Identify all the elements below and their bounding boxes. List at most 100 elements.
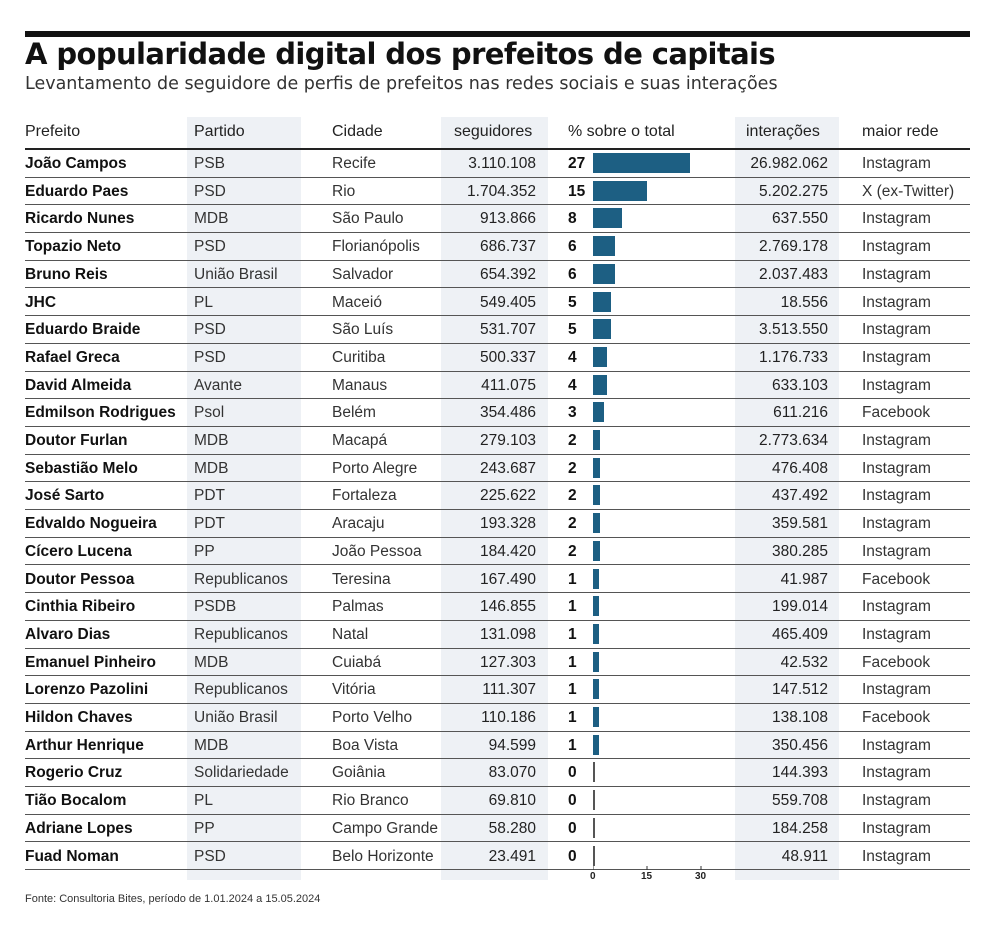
- row-divider: [25, 702, 970, 704]
- row-interacoes: 380.285: [771, 542, 828, 560]
- row-cidade: Boa Vista: [332, 736, 399, 754]
- row-partido: PSD: [194, 321, 226, 339]
- row-prefeito: Sebastião Melo: [25, 459, 138, 477]
- row-interacoes: 48.911: [781, 847, 828, 865]
- row-seguidores: 531.707: [479, 321, 536, 339]
- row-cidade: João Pessoa: [332, 542, 422, 560]
- row-percent-label: 8: [568, 210, 577, 228]
- table-row: Bruno Reis União Brasil Salvador 654.392 6 2.…: [0, 261, 1000, 289]
- table-row: Ricardo Nunes MDB São Paulo 913.866 8 637.550…: [0, 205, 1000, 234]
- axis-tick-label: 15: [641, 871, 653, 882]
- row-cidade: Fortaleza: [332, 487, 397, 505]
- chart-subtitle: Levantamento de seguidore de perfis de p…: [25, 74, 778, 94]
- row-prefeito: Eduardo Paes: [25, 182, 129, 200]
- row-maior-rede: Instagram: [862, 542, 931, 560]
- row-divider: [25, 232, 970, 234]
- table-row: JHC PL Maceió 549.405 5 18.556 Instagram: [0, 289, 1000, 317]
- table-row: José Sarto PDT Fortaleza 225.622 2 437.492 Ins…: [0, 482, 1000, 511]
- row-cidade: Cuiabá: [332, 653, 382, 671]
- row-interacoes: 476.408: [771, 459, 828, 477]
- row-interacoes: 147.512: [771, 681, 828, 699]
- row-partido: PSD: [194, 847, 226, 865]
- row-cidade: Salvador: [332, 265, 394, 283]
- row-percent-label: 4: [568, 348, 577, 366]
- row-divider: [25, 647, 970, 649]
- percent-bar: [593, 651, 599, 672]
- percent-bar: [593, 568, 599, 589]
- row-partido: MDB: [194, 459, 229, 477]
- row-divider: [25, 730, 970, 732]
- row-cidade: Curitiba: [332, 348, 386, 366]
- row-interacoes: 559.708: [771, 792, 828, 810]
- row-prefeito: Cinthia Ribeiro: [25, 598, 136, 616]
- table-row: Rogerio Cruz Solidariedade Goiânia 83.070 0 1…: [0, 759, 1000, 788]
- row-maior-rede: Instagram: [862, 792, 931, 810]
- row-prefeito: Rafael Greca: [25, 348, 120, 366]
- header-prefeito: Prefeito: [25, 123, 81, 140]
- row-partido: PSD: [194, 182, 226, 200]
- row-partido: PSD: [194, 348, 226, 366]
- percent-bar: [593, 596, 599, 617]
- row-percent-label: 1: [568, 598, 577, 616]
- row-cidade: Porto Alegre: [332, 459, 418, 477]
- row-prefeito: Topazio Neto: [25, 238, 122, 256]
- row-seguidores: 279.103: [479, 432, 536, 449]
- row-interacoes: 5.202.275: [759, 182, 828, 200]
- row-partido: Republicanos: [194, 681, 288, 699]
- row-interacoes: 611.216: [773, 404, 828, 422]
- row-prefeito: Cícero Lucena: [25, 542, 132, 560]
- row-percent-label: 2: [568, 432, 577, 449]
- row-percent-label: 1: [568, 736, 577, 754]
- source-note: Fonte: Consultoria Bites, período de 1.0…: [25, 893, 321, 905]
- row-cidade: Aracaju: [332, 515, 385, 533]
- row-seguidores: 193.328: [479, 515, 536, 533]
- row-prefeito: JHC: [25, 293, 57, 311]
- row-prefeito: Arthur Henrique: [25, 736, 144, 754]
- row-partido: PSDB: [194, 598, 237, 616]
- percent-bar: [593, 457, 601, 478]
- row-divider: [25, 425, 970, 427]
- row-seguidores: 1.704.352: [467, 182, 536, 200]
- row-maior-rede: Instagram: [862, 155, 931, 172]
- table-row: Fuad Noman PSD Belo Horizonte 23.491 0 48.911…: [0, 843, 1000, 871]
- row-seguidores: 69.810: [488, 792, 536, 810]
- row-interacoes: 3.513.550: [759, 321, 828, 339]
- row-divider: [25, 287, 970, 289]
- row-partido: União Brasil: [194, 265, 278, 283]
- row-maior-rede: Instagram: [862, 487, 931, 505]
- row-prefeito: Alvaro Dias: [25, 625, 111, 643]
- row-cidade: Recife: [332, 155, 376, 172]
- row-seguidores: 3.110.108: [468, 155, 536, 172]
- row-percent-label: 6: [568, 238, 577, 256]
- table-row: Tião Bocalom PL Rio Branco 69.810 0 559.708 In…: [0, 787, 1000, 815]
- row-prefeito: Doutor Furlan: [25, 432, 128, 449]
- row-divider: [25, 509, 970, 511]
- table-row: Lorenzo Pazolini Republicanos Vitória 111.3…: [0, 676, 1000, 704]
- row-interacoes: 359.581: [771, 515, 828, 533]
- row-divider: [25, 813, 970, 815]
- row-interacoes: 1.176.733: [759, 348, 828, 366]
- row-seguidores: 167.490: [479, 570, 536, 588]
- row-percent-label: 5: [568, 293, 577, 311]
- row-divider: [25, 204, 970, 206]
- row-cidade: Goiânia: [332, 764, 386, 782]
- table-row: Eduardo Paes PSD Rio 1.704.352 15 5.202.275 X …: [0, 178, 1000, 206]
- percent-bar: [593, 180, 647, 201]
- row-divider: [25, 786, 970, 788]
- percent-bar: [593, 513, 601, 534]
- row-prefeito: Eduardo Braide: [25, 321, 141, 339]
- row-cidade: Maceió: [332, 293, 382, 311]
- row-maior-rede: Facebook: [862, 653, 931, 671]
- row-partido: Solidariedade: [194, 764, 289, 782]
- row-prefeito: Bruno Reis: [25, 265, 108, 283]
- row-seguidores: 110.186: [481, 709, 536, 726]
- row-seguidores: 500.337: [479, 348, 536, 366]
- percent-bar: [593, 817, 595, 838]
- row-cidade: Belém: [332, 404, 376, 422]
- row-divider: [25, 176, 970, 178]
- header-seguidores: seguidores: [454, 123, 533, 140]
- party-column-shade: [187, 117, 301, 880]
- row-partido: PDT: [194, 487, 225, 505]
- percent-bar: [593, 430, 601, 450]
- row-prefeito: Lorenzo Pazolini: [25, 681, 149, 699]
